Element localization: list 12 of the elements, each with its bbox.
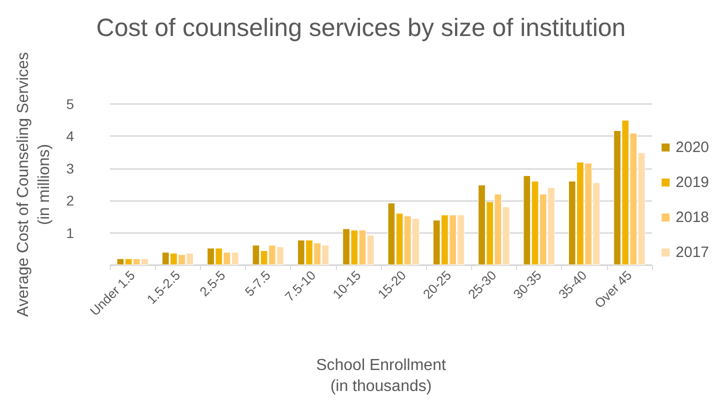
legend-label: 2017: [676, 244, 710, 261]
legend-label: 2020: [676, 139, 710, 156]
y-axis-title: Average Cost of Counseling Services (in millions): [15, 52, 53, 317]
legend-label: 2019: [676, 174, 710, 191]
y-tick-label: 5: [66, 96, 74, 112]
chart-title: Cost of counseling services by size of institution: [96, 14, 626, 42]
y-tick-label: 3: [66, 160, 74, 176]
x-axis-title: School Enrollment (in thousands): [316, 357, 446, 395]
legend-label: 2018: [676, 209, 710, 226]
y-tick-label: 4: [66, 128, 74, 144]
y-tick-label: 2: [66, 192, 74, 209]
y-tick-label: 1: [66, 224, 74, 241]
